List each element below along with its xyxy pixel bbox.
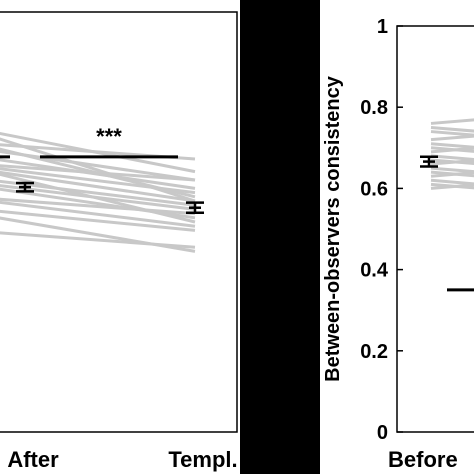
significance-stars: *** bbox=[96, 124, 122, 149]
y-tick-label: 0.6 bbox=[360, 178, 388, 200]
y-tick-label: 1 bbox=[377, 16, 388, 38]
y-tick-label: 0.2 bbox=[360, 341, 388, 363]
x-tick-label: Before bbox=[388, 447, 458, 472]
y-tick-label: 0.8 bbox=[360, 97, 388, 119]
x-tick-label: Templ. bbox=[168, 447, 237, 472]
x-tick-label: After bbox=[7, 447, 59, 472]
y-tick-label: 0 bbox=[377, 422, 388, 444]
right-x-tick-labels: Before bbox=[388, 447, 458, 472]
y-tick-label: 0.4 bbox=[360, 260, 389, 282]
right-y-axis-title: Between-observers consistency bbox=[322, 75, 344, 382]
panel-separator bbox=[240, 0, 320, 474]
right-plot-area bbox=[397, 26, 474, 432]
